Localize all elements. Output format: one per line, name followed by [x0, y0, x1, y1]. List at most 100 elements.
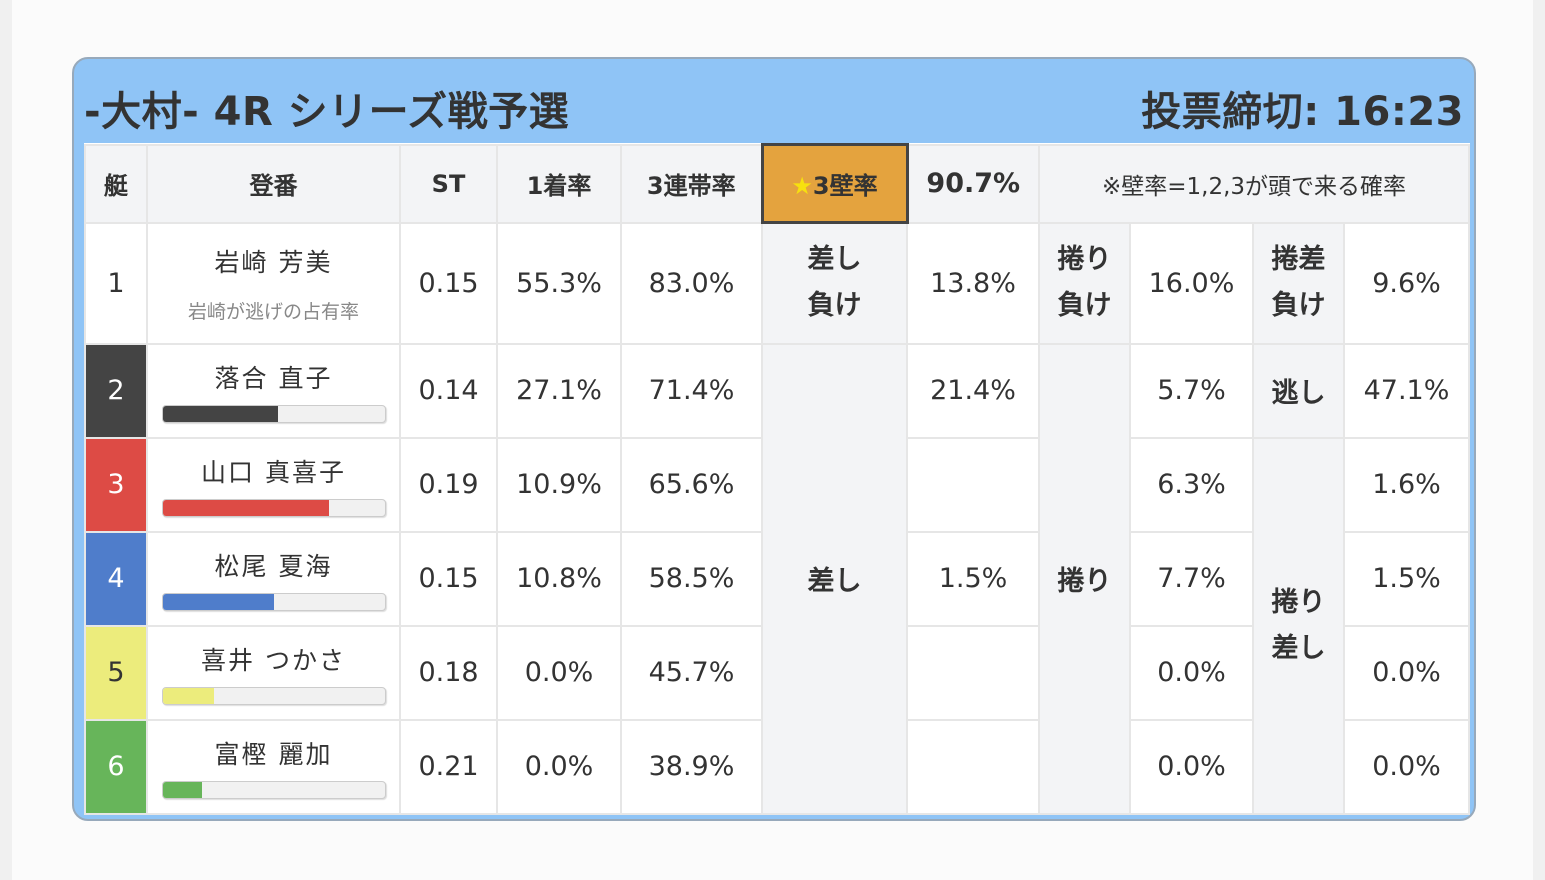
first-rate-value: 0.0%: [496, 718, 622, 815]
racer-name: 落合 直子: [214, 363, 333, 393]
value-2: 16.0%: [1129, 221, 1254, 345]
value-1: 21.4%: [906, 342, 1040, 439]
tactic-makurizashi: 捲り 差し: [1252, 436, 1345, 815]
top3-rate-value: 58.5%: [620, 530, 763, 627]
page-margin-left: [0, 0, 12, 880]
table-row: 5 喜井 つかさ 0.18 0.0% 45.7% 0.0% 0.0%: [84, 624, 1471, 721]
racer-subtitle: 岩崎が逃げの占有率: [187, 300, 359, 323]
vote-deadline: 投票締切: 16:23: [1141, 89, 1464, 135]
bar-fill: [162, 499, 329, 516]
racer-name: 松尾 夏海: [214, 551, 333, 581]
table-row: 4 松尾 夏海 0.15 10.8% 58.5% 1.5% 7.7% 1.5%: [84, 530, 1471, 627]
racer-rate-bar: [161, 404, 386, 423]
value-2: 7.7%: [1129, 530, 1254, 627]
racer-name: 山口 真喜子: [201, 457, 346, 487]
st-value: 0.14: [399, 342, 498, 439]
tactic-label: 捲り 差し: [1271, 586, 1326, 664]
value-1: [906, 436, 1040, 533]
star-icon: ★: [791, 172, 813, 200]
col-header-first-rate: 1着率: [496, 143, 622, 224]
bar-fill: [162, 687, 214, 704]
page-margin-right: [1533, 0, 1545, 880]
st-value: 0.19: [399, 436, 498, 533]
wall-rate-value: 90.7%: [906, 143, 1040, 224]
table-row: 2 落合 直子 0.14 27.1% 71.4% 差し 21.4% 捲り 5.7…: [84, 342, 1471, 815]
racer-rate-bar: [161, 686, 386, 705]
top3-rate-value: 38.9%: [620, 718, 763, 815]
race-card: -大村- 4R シリーズ戦予選 投票締切: 16:23 艇 登番 ST 1着率 …: [72, 57, 1476, 821]
first-rate-value: 10.8%: [496, 530, 622, 627]
tactic-sashi: 差し: [761, 342, 908, 815]
bar-fill: [162, 405, 278, 422]
col-header-waku: 艇: [84, 143, 148, 224]
racer-cell: 松尾 夏海: [146, 530, 401, 627]
racer-rate-bar: [161, 592, 386, 611]
table-row: 6 富樫 麗加 0.21 0.0% 38.9% 0.0% 0.0%: [84, 718, 1471, 815]
st-value: 0.18: [399, 624, 498, 721]
racer-cell: 喜井 つかさ: [146, 624, 401, 721]
col-header-st: ST: [399, 143, 498, 224]
table-row: 3 山口 真喜子 0.19 10.9% 65.6% 6.3% 捲り 差し 1.6…: [84, 436, 1471, 815]
value-3: 9.6%: [1342, 221, 1471, 345]
value-3: 1.6%: [1342, 436, 1471, 533]
value-2: 5.7%: [1129, 342, 1254, 439]
first-rate-value: 55.3%: [496, 221, 622, 345]
bar-fill: [162, 781, 203, 798]
bar-fill: [162, 593, 274, 610]
value-2: 6.3%: [1129, 436, 1254, 533]
racer-name: 岩崎 芳美: [214, 247, 333, 277]
first-rate-value: 10.9%: [496, 436, 622, 533]
first-rate-value: 27.1%: [496, 342, 622, 439]
waku-number: 5: [84, 624, 148, 721]
tactic-nige: 逃し: [1252, 342, 1345, 439]
value-3: 47.1%: [1342, 342, 1471, 439]
tactic-sashi-make: 差し 負け: [761, 221, 908, 345]
st-value: 0.15: [399, 221, 498, 345]
tactic-label: 捲り 負け: [1057, 244, 1112, 321]
wall-rate-text: 3壁率: [812, 172, 878, 200]
race-header: -大村- 4R シリーズ戦予選 投票締切: 16:23: [74, 59, 1474, 145]
first-rate-value: 0.0%: [496, 624, 622, 721]
racer-name: 富樫 麗加: [214, 739, 333, 769]
value-2: 0.0%: [1129, 718, 1254, 815]
value-3: 0.0%: [1342, 718, 1471, 815]
st-value: 0.15: [399, 530, 498, 627]
racer-cell: 山口 真喜子: [146, 436, 401, 533]
value-3: 0.0%: [1342, 624, 1471, 721]
value-1: [906, 624, 1040, 721]
value-2: 0.0%: [1129, 624, 1254, 721]
waku-number: 3: [84, 436, 148, 533]
tactic-makuri: 捲り: [1038, 342, 1131, 815]
tactic-label: 差し 負け: [807, 244, 862, 322]
table-header-row: 艇 登番 ST 1着率 3連帯率 ★3壁率 90.7% ※壁率=1,2,3が頭で…: [84, 143, 1471, 224]
table-row: 1 岩崎 芳美 岩崎が逃げの占有率 0.15 55.3% 83.0% 差し 負け…: [84, 221, 1471, 345]
tactic-makurizashi-make: 捲差 負け: [1252, 221, 1345, 345]
waku-number: 1: [84, 221, 148, 345]
col-header-top3-rate: 3連帯率: [620, 143, 763, 224]
racer-table: 艇 登番 ST 1着率 3連帯率 ★3壁率 90.7% ※壁率=1,2,3が頭で…: [84, 143, 1471, 815]
value-3: 1.5%: [1342, 530, 1471, 627]
top3-rate-value: 83.0%: [620, 221, 763, 345]
waku-number: 6: [84, 718, 148, 815]
tactic-makuri-make: 捲り 負け: [1038, 221, 1131, 345]
col-header-racer: 登番: [146, 143, 401, 224]
racer-cell: 富樫 麗加: [146, 718, 401, 815]
racer-cell: 岩崎 芳美 岩崎が逃げの占有率: [146, 221, 401, 345]
value-1: [906, 718, 1040, 815]
top3-rate-value: 65.6%: [620, 436, 763, 533]
wall-rate-note: ※壁率=1,2,3が頭で来る確率: [1037, 143, 1471, 224]
value-1: 13.8%: [906, 221, 1040, 345]
st-value: 0.21: [399, 718, 498, 815]
racer-name: 喜井 つかさ: [201, 645, 346, 675]
wall-rate-label: ★3壁率: [760, 143, 909, 224]
tactic-label: 捲差 負け: [1271, 244, 1326, 321]
top3-rate-value: 71.4%: [620, 342, 763, 439]
value-1: 1.5%: [906, 530, 1040, 627]
race-title: -大村- 4R シリーズ戦予選: [84, 89, 570, 135]
top3-rate-value: 45.7%: [620, 624, 763, 721]
racer-rate-bar: [161, 780, 386, 799]
racer-cell: 落合 直子: [146, 342, 401, 439]
racer-rate-bar: [161, 498, 386, 517]
waku-number: 4: [84, 530, 148, 627]
waku-number: 2: [84, 342, 148, 439]
